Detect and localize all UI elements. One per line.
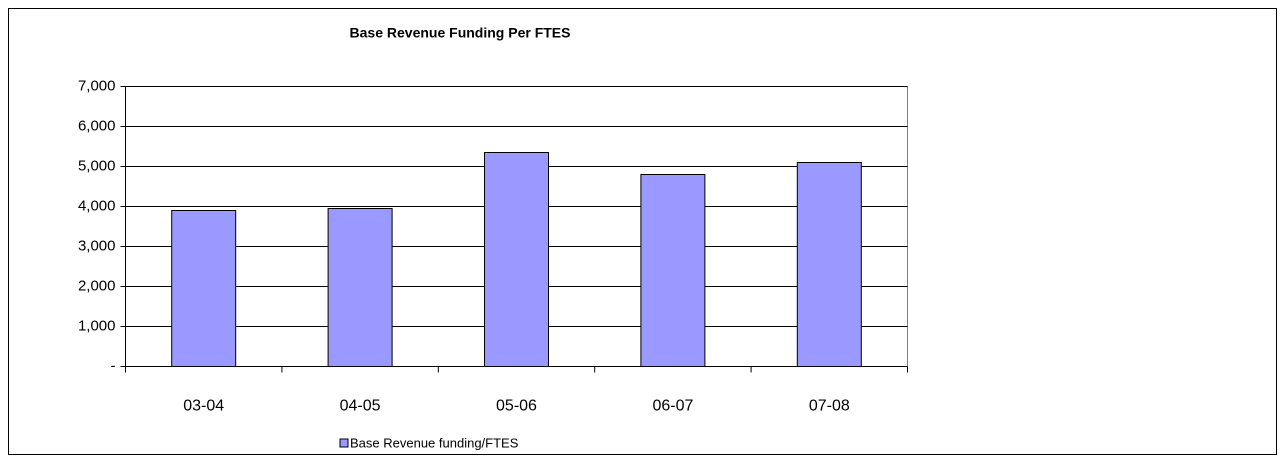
y-tick-label: -: [111, 357, 116, 374]
bar: [796, 162, 862, 367]
x-tick-label: 04-05: [340, 398, 381, 415]
bar: [171, 210, 237, 367]
bar: [640, 174, 706, 367]
y-tick-label: 4,000: [78, 197, 116, 214]
y-tick-label: 2,000: [78, 277, 116, 294]
bar: [327, 208, 393, 367]
y-tick-label: 7,000: [78, 77, 116, 94]
legend-swatch: [339, 438, 349, 448]
x-tick-label: 07-08: [809, 398, 850, 415]
y-tick-label: 5,000: [78, 157, 116, 174]
y-tick-label: 3,000: [78, 237, 116, 254]
x-tick-label: 05-06: [496, 398, 537, 415]
chart-title: Base Revenue Funding Per FTES: [350, 25, 571, 41]
x-tick-label: 06-07: [652, 398, 693, 415]
y-tick-label: 6,000: [78, 117, 116, 134]
bar: [484, 152, 549, 367]
x-tick-label: 03-04: [183, 398, 224, 415]
legend-label: Base Revenue funding/FTES: [350, 435, 519, 450]
y-tick-label: 1,000: [78, 317, 116, 334]
